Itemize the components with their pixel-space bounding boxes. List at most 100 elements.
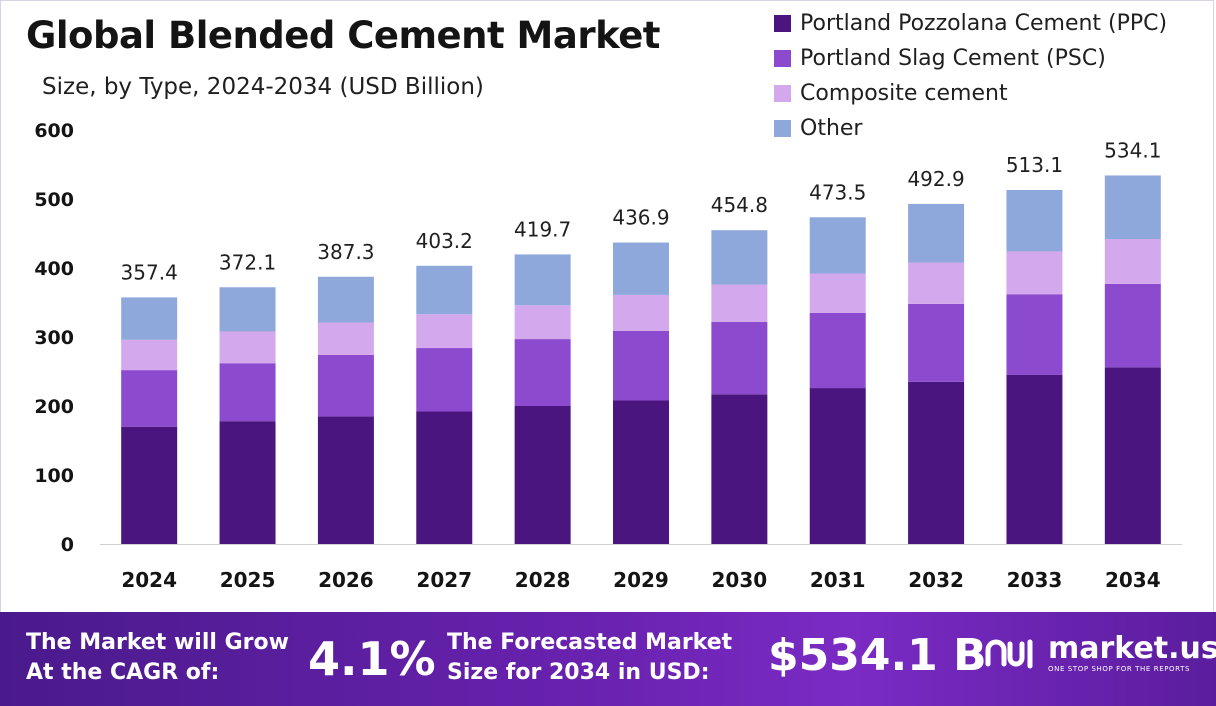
chart-legend: Portland Pozzolana Cement (PPC) Portland… (774, 6, 1167, 146)
bar-segment-composite (317, 322, 374, 355)
logo-tagline: ONE STOP SHOP FOR THE REPORTS (1048, 665, 1191, 673)
bar-total-label: 357.4 (121, 260, 178, 284)
chart-subtitle: Size, by Type, 2024-2034 (USD Billion) (42, 74, 484, 100)
bar-segment-composite (1006, 251, 1063, 295)
x-tick-label: 2026 (318, 568, 374, 592)
x-tick-label: 2028 (515, 568, 571, 592)
bar-segment-ppc (514, 406, 571, 544)
bar-segment-ppc (416, 411, 473, 544)
forecast-label-line1: The Forecasted Market (447, 630, 733, 655)
forecast-value: $534.1 B (768, 630, 987, 681)
bar-segment-psc (317, 354, 374, 417)
legend-item-composite: Composite cement (774, 76, 1167, 111)
bar-segment-psc (219, 363, 276, 422)
bar-segment-other (416, 265, 473, 315)
bar-segment-ppc (613, 400, 669, 544)
x-tick-label: 2034 (1105, 568, 1161, 592)
y-tick-label: 100 (34, 465, 74, 487)
stacked-bar-chart: 0 100 200 300 400 500 600 357.4 2024 372.1 2025 387… (34, 120, 1182, 592)
summary-banner: The Market will Grow At the CAGR of: 4.1… (0, 612, 1216, 706)
market-us-logo: market.us ONE STOP SHOP FOR THE REPORTS (984, 634, 1216, 674)
bar-total-label: 492.9 (907, 167, 964, 191)
y-tick-label: 400 (34, 258, 74, 280)
bar-segment-composite (416, 314, 473, 349)
bar-segment-composite (219, 331, 276, 364)
x-tick-label: 2030 (712, 568, 768, 592)
bar-segment-psc (121, 370, 178, 427)
market-us-logo-icon (985, 639, 1033, 669)
legend-label-ppc: Portland Pozzolana Cement (PPC) (800, 11, 1168, 36)
bar-total-label: 372.1 (219, 250, 276, 274)
bar-segment-ppc (711, 394, 768, 544)
bar-segment-ppc (1006, 374, 1063, 544)
y-tick-label: 300 (34, 327, 74, 349)
bar-total-label: 513.1 (1006, 153, 1063, 177)
y-tick-label: 0 (61, 534, 74, 556)
legend-label-other: Other (800, 116, 863, 141)
legend-label-psc: Portland Slag Cement (PSC) (800, 46, 1106, 71)
bar-segment-psc (711, 321, 768, 395)
bar-segment-other (219, 287, 276, 332)
bar-segment-composite (613, 294, 669, 331)
bar-total-label: 454.8 (711, 193, 768, 217)
legend-item-psc: Portland Slag Cement (PSC) (774, 41, 1167, 76)
bar-segment-ppc (121, 426, 178, 544)
x-tick-label: 2025 (220, 568, 276, 592)
bar-segment-other (317, 276, 374, 323)
bar-total-label: 436.9 (612, 206, 669, 230)
bar-segment-psc (613, 330, 669, 401)
cagr-label-line2: At the CAGR of: (26, 660, 220, 685)
bar-segment-other (613, 242, 669, 295)
x-tick-label: 2027 (416, 568, 472, 592)
bar-segment-psc (514, 339, 571, 406)
bar-total-label: 534.1 (1104, 138, 1161, 162)
forecast-label-line2: Size for 2034 in USD: (447, 660, 710, 685)
logo-name: market.us (1048, 631, 1216, 666)
bar-total-label: 419.7 (514, 217, 571, 241)
bar-segment-other (121, 297, 178, 340)
legend-swatch-composite (774, 85, 791, 102)
bar-segment-psc (809, 312, 866, 389)
chart-title: Global Blended Cement Market (26, 14, 661, 57)
bar-segment-other (908, 203, 965, 263)
bar-total-label: 387.3 (317, 240, 374, 264)
forecast-label: The Forecasted Market Size for 2034 in U… (447, 628, 732, 688)
cagr-value: 4.1% (308, 632, 436, 686)
bar-segment-other (514, 254, 571, 306)
bar-segment-ppc (219, 421, 276, 544)
legend-swatch-ppc (774, 15, 791, 32)
bar-segment-composite (121, 339, 178, 371)
bar-segment-other (1006, 189, 1063, 252)
bar-segment-psc (1006, 294, 1063, 375)
bar-segment-composite (809, 273, 866, 313)
x-tick-label: 2032 (908, 568, 964, 592)
bar-segment-ppc (908, 381, 965, 544)
bar-segment-composite (1104, 239, 1161, 284)
bar-segment-ppc (809, 388, 866, 544)
bar-segment-composite (711, 284, 768, 322)
x-tick-label: 2029 (613, 568, 669, 592)
legend-swatch-other (774, 120, 791, 137)
bar-segment-composite (908, 262, 965, 304)
y-tick-label: 200 (34, 396, 74, 418)
legend-item-ppc: Portland Pozzolana Cement (PPC) (774, 6, 1167, 41)
bar-total-label: 473.5 (809, 180, 866, 204)
legend-item-other: Other (774, 111, 1167, 146)
bar-segment-psc (416, 348, 473, 412)
x-tick-label: 2033 (1007, 568, 1063, 592)
legend-label-composite: Composite cement (800, 81, 1008, 106)
cagr-label: The Market will Grow At the CAGR of: (26, 628, 289, 688)
bar-segment-ppc (317, 416, 374, 544)
y-tick-label: 600 (34, 120, 74, 142)
bar-total-label: 403.2 (416, 229, 473, 253)
cagr-label-line1: The Market will Grow (26, 630, 289, 655)
x-tick-label: 2031 (810, 568, 866, 592)
y-tick-label: 500 (34, 189, 74, 211)
bar-segment-psc (1104, 283, 1161, 368)
bar-segment-psc (908, 303, 965, 382)
bar-segment-composite (514, 305, 571, 340)
bar-segment-other (809, 217, 866, 274)
x-tick-label: 2024 (121, 568, 177, 592)
legend-swatch-psc (774, 50, 791, 67)
bar-segment-other (1104, 175, 1161, 240)
